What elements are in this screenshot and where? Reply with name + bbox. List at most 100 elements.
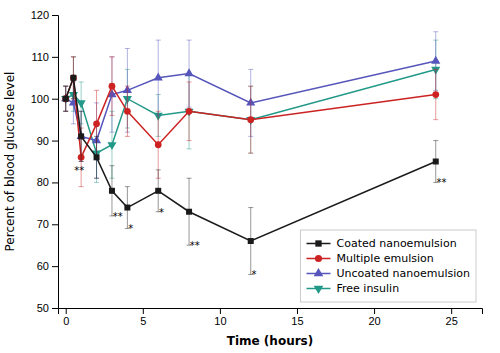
error-bar — [248, 86, 253, 153]
annotation: ** — [190, 240, 200, 251]
tick-label: 50 — [37, 302, 49, 314]
legend-marker — [315, 255, 322, 262]
annotation: * — [251, 269, 256, 280]
legend-label: Multiple emulsion — [336, 252, 433, 265]
axis-line — [59, 309, 483, 315]
point — [248, 238, 254, 244]
legend-marker — [314, 268, 324, 276]
tick-mark — [52, 224, 58, 225]
point — [155, 188, 161, 194]
tick-label: 100 — [31, 93, 49, 105]
tick-mark — [52, 308, 58, 309]
tick-label: 0 — [63, 315, 69, 327]
error-bar — [63, 86, 68, 111]
point — [431, 56, 440, 64]
point — [184, 68, 193, 76]
tick-label: 70 — [37, 218, 49, 230]
point — [94, 154, 100, 160]
tick-mark — [66, 308, 67, 314]
error-bar — [187, 74, 192, 149]
tick-label: 120 — [31, 9, 49, 21]
point — [93, 120, 100, 127]
tick: 5 — [140, 308, 146, 327]
tick-label: 110 — [31, 51, 49, 63]
error-bar — [125, 86, 130, 136]
point — [78, 133, 84, 139]
tick-mark — [143, 308, 144, 314]
annotation: ** — [113, 211, 123, 222]
tick: 10 — [214, 308, 226, 327]
point — [70, 75, 76, 81]
tick-mark — [52, 182, 58, 183]
tick: 50 — [37, 302, 58, 314]
point — [186, 108, 193, 115]
point — [433, 159, 439, 165]
x-axis-title: Time (hours) — [227, 334, 313, 348]
tick-mark — [52, 266, 58, 267]
tick-label: 10 — [214, 315, 226, 327]
tick-label: 60 — [37, 260, 49, 272]
annotations: *********** — [74, 165, 446, 281]
point — [109, 83, 116, 90]
y-axis-title: Percent of blood glucose level — [3, 72, 17, 252]
error-bar — [94, 136, 99, 178]
tick-mark — [297, 308, 298, 314]
tick: 60 — [37, 260, 58, 272]
annotation: ** — [437, 177, 447, 188]
tick-label: 20 — [368, 315, 380, 327]
tick: 90 — [37, 135, 58, 147]
tick: 100 — [31, 93, 58, 105]
tick-mark — [374, 308, 375, 314]
error-bar — [156, 170, 161, 212]
tick: 120 — [31, 9, 58, 21]
point — [62, 95, 69, 102]
x-axis: 0 5 10 15 20 25 — [59, 308, 483, 327]
legend-label: Free insulin — [336, 282, 399, 295]
axis-line — [52, 16, 59, 309]
line — [66, 69, 436, 153]
series — [61, 32, 440, 179]
chart: 05101520255060708090100110120***********… — [0, 0, 500, 353]
point — [70, 74, 77, 81]
point — [109, 188, 115, 194]
legend-frame — [300, 230, 476, 302]
series — [61, 40, 440, 182]
tick-mark — [52, 99, 58, 100]
series — [62, 57, 439, 187]
point — [63, 96, 69, 102]
error-bar — [187, 178, 192, 245]
legend: Coated nanoemulsion Multiple emulsion Unco… — [300, 230, 476, 302]
error-bar — [109, 57, 114, 116]
tick-mark — [52, 57, 58, 58]
error-bar — [156, 111, 161, 178]
tick-mark — [52, 141, 58, 142]
error-bar — [187, 82, 192, 141]
legend-item: Coated nanoemulsion — [306, 237, 456, 250]
tick-label: 25 — [446, 315, 458, 327]
tick: 25 — [446, 308, 458, 327]
plot: 05101520255060708090100110120***********… — [31, 9, 483, 327]
line — [66, 78, 436, 158]
tick: 110 — [31, 51, 58, 63]
y-axis: 50 60 70 80 90 100 110 120 — [31, 9, 59, 314]
tick: 20 — [368, 308, 380, 327]
error-bar — [125, 187, 130, 229]
point — [155, 141, 162, 148]
point — [432, 91, 439, 98]
legend-item: Free insulin — [306, 282, 399, 295]
legend-label: Uncoated nanoemulsion — [336, 267, 470, 280]
tick-mark — [220, 308, 221, 314]
point — [107, 142, 116, 150]
annotation: ** — [74, 165, 84, 176]
tick-label: 15 — [291, 315, 303, 327]
error-bar — [63, 86, 68, 111]
error-bar — [63, 86, 68, 111]
error-bar — [109, 166, 114, 216]
tick-mark — [451, 308, 452, 314]
tick-mark — [52, 15, 58, 16]
legend-marker — [314, 286, 324, 294]
tick-label: 5 — [140, 315, 146, 327]
point — [186, 209, 192, 215]
tick-label: 80 — [37, 176, 49, 188]
tick: 0 — [63, 308, 69, 327]
